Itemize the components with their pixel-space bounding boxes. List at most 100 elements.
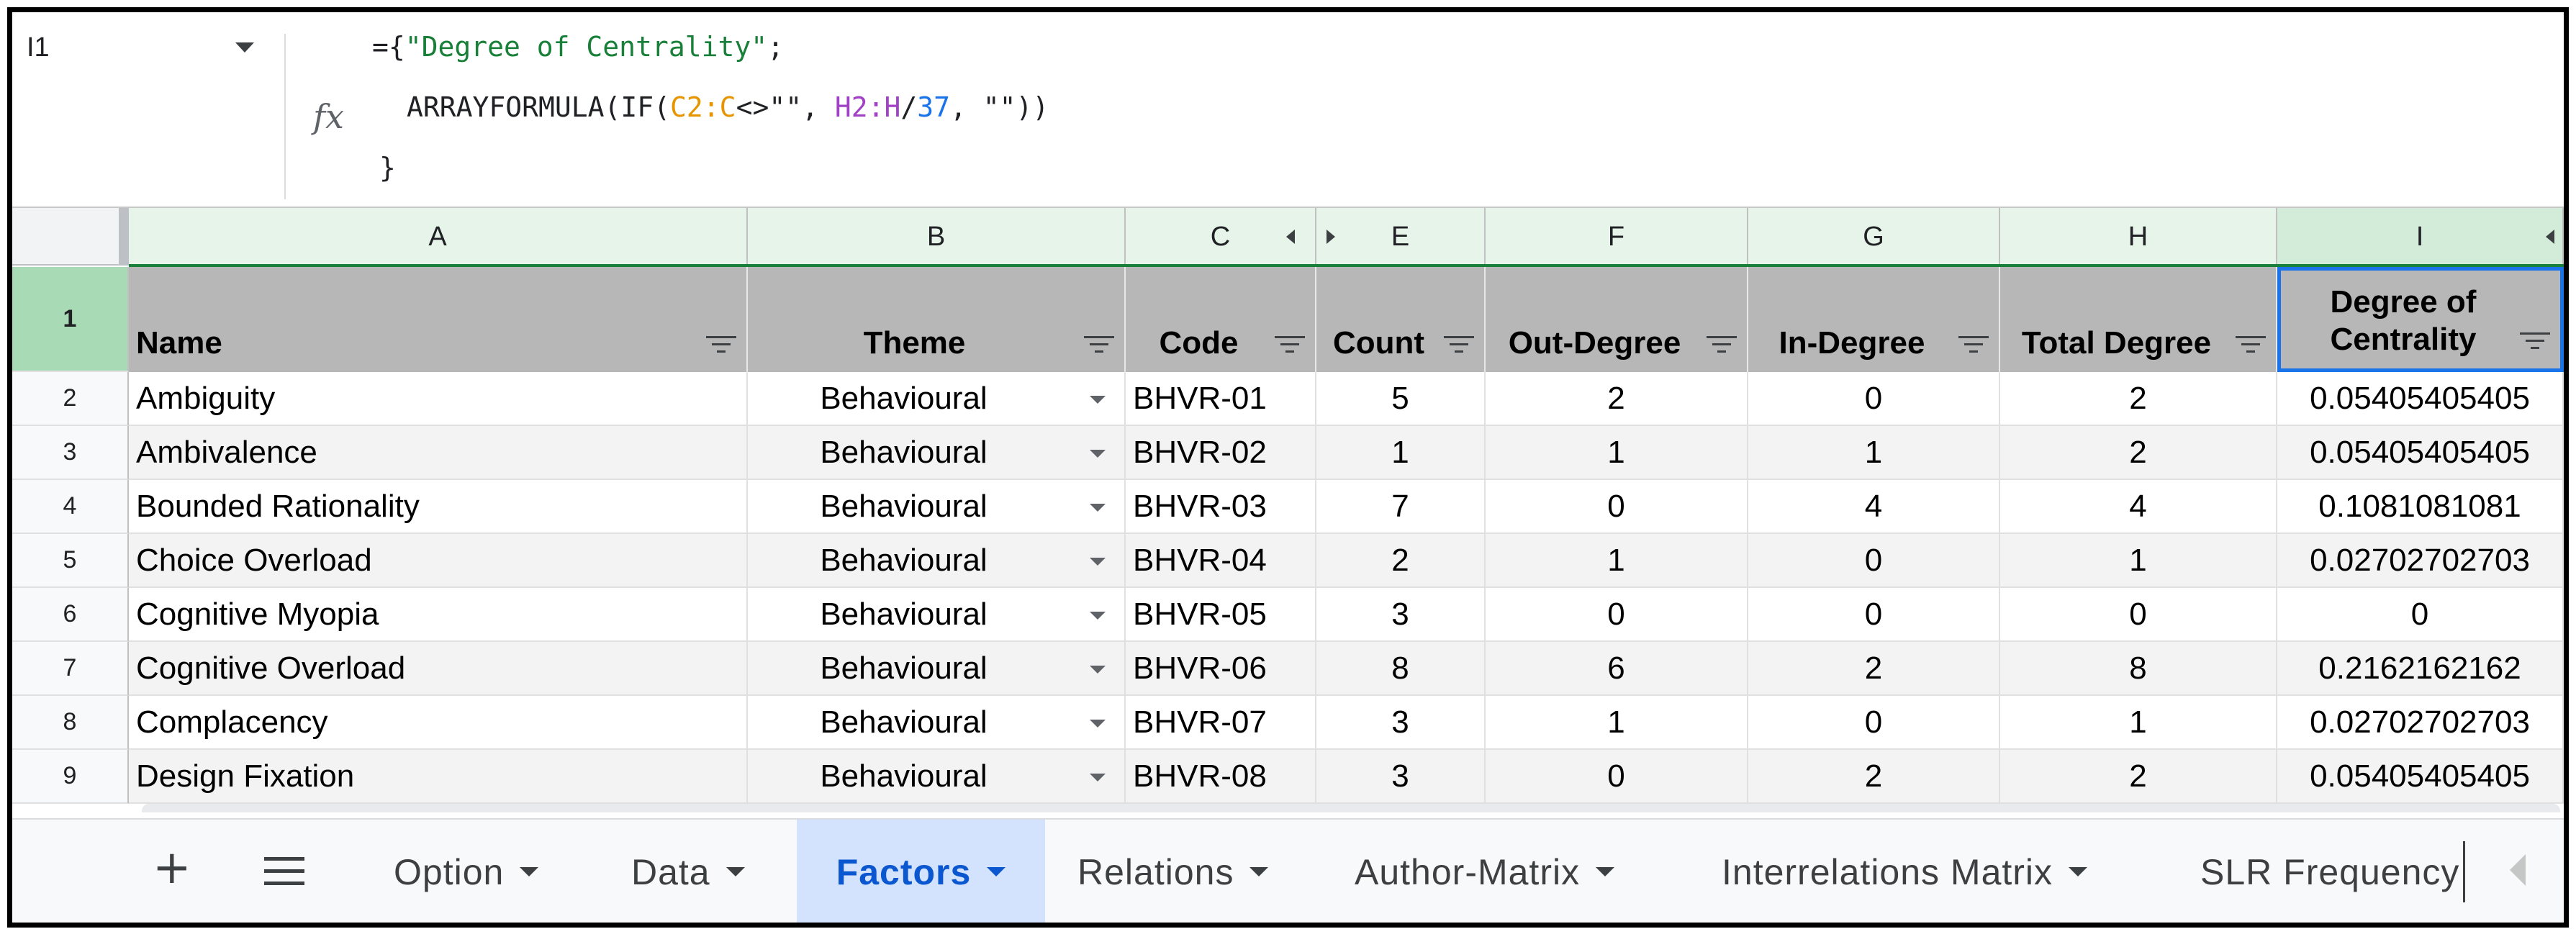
cell-code[interactable]: BHVR-01 xyxy=(1126,372,1316,426)
cell-theme[interactable]: Behavioural xyxy=(748,534,1126,588)
filter-icon[interactable] xyxy=(1444,336,1474,355)
cell-out-degree[interactable]: 0 xyxy=(1486,750,1748,804)
cell-theme[interactable]: Behavioural xyxy=(748,372,1126,426)
cell-out-degree[interactable]: 1 xyxy=(1486,696,1748,750)
cell-name[interactable]: Bounded Rationality xyxy=(129,480,748,534)
cell-in-degree[interactable]: 1 xyxy=(1748,426,2000,480)
cell-degree-of-centrality[interactable]: 0 xyxy=(2277,588,2564,642)
cell-code[interactable]: BHVR-05 xyxy=(1126,588,1316,642)
header-degree-of-centrality[interactable]: Degree of Centrality xyxy=(2277,267,2564,372)
cell-name[interactable]: Cognitive Myopia xyxy=(129,588,748,642)
cell-in-degree[interactable]: 2 xyxy=(1748,750,2000,804)
cell-degree-of-centrality[interactable]: 0.2162162162 xyxy=(2277,642,2564,696)
cell-theme[interactable]: Behavioural xyxy=(748,426,1126,480)
cell-count[interactable]: 7 xyxy=(1316,480,1486,534)
freeze-handle[interactable] xyxy=(119,208,129,266)
cell-theme[interactable]: Behavioural xyxy=(748,588,1126,642)
cell-theme[interactable]: Behavioural xyxy=(748,696,1126,750)
cell-count[interactable]: 8 xyxy=(1316,642,1486,696)
cell-count[interactable]: 3 xyxy=(1316,696,1486,750)
cell-total-degree[interactable]: 1 xyxy=(2000,534,2277,588)
cell-degree-of-centrality[interactable]: 0.05405405405 xyxy=(2277,426,2564,480)
cell-out-degree[interactable]: 1 xyxy=(1486,426,1748,480)
dropdown-chip-arrow-icon[interactable] xyxy=(1090,396,1106,404)
tab-slr-frequency[interactable]: SLR Frequency xyxy=(2200,820,2459,923)
cell-code[interactable]: BHVR-06 xyxy=(1126,642,1316,696)
formula-line-3[interactable]: } xyxy=(379,152,396,183)
filter-icon[interactable] xyxy=(1958,336,1989,355)
chevron-down-icon[interactable] xyxy=(520,867,539,876)
cell-name[interactable]: Design Fixation xyxy=(129,750,748,804)
header-theme[interactable]: Theme xyxy=(748,267,1126,372)
filter-icon[interactable] xyxy=(2520,332,2550,351)
name-box[interactable]: I1 xyxy=(27,32,50,63)
formula-line-2[interactable]: ARRAYFORMULA(IF(C2:C<>"", H2:H/37, "")) xyxy=(407,91,1049,123)
tab-factors[interactable]: Factors xyxy=(797,820,1045,923)
cell-in-degree[interactable]: 0 xyxy=(1748,696,2000,750)
cell-in-degree[interactable]: 4 xyxy=(1748,480,2000,534)
cell-name[interactable]: Complacency xyxy=(129,696,748,750)
filter-icon[interactable] xyxy=(2236,336,2266,355)
dropdown-chip-arrow-icon[interactable] xyxy=(1090,558,1106,566)
cell-total-degree[interactable]: 4 xyxy=(2000,480,2277,534)
hidden-column-right-arrow-icon[interactable] xyxy=(1327,230,1335,244)
chevron-down-icon[interactable] xyxy=(2069,867,2088,876)
cell-theme[interactable]: Behavioural xyxy=(748,750,1126,804)
row-header-1[interactable]: 1 xyxy=(12,267,129,372)
row-header[interactable]: 9 xyxy=(12,750,129,804)
cell-theme[interactable]: Behavioural xyxy=(748,480,1126,534)
header-in-degree[interactable]: In-Degree xyxy=(1748,267,2000,372)
scroll-tabs-left-icon[interactable] xyxy=(2510,854,2526,886)
cell-in-degree[interactable]: 0 xyxy=(1748,534,2000,588)
dropdown-chip-arrow-icon[interactable] xyxy=(1090,504,1106,512)
header-out-degree[interactable]: Out-Degree xyxy=(1486,267,1748,372)
cell-total-degree[interactable]: 2 xyxy=(2000,426,2277,480)
cell-name[interactable]: Ambivalence xyxy=(129,426,748,480)
hidden-column-left-arrow-icon[interactable] xyxy=(1286,230,1295,244)
filter-icon[interactable] xyxy=(706,336,736,355)
cell-out-degree[interactable]: 2 xyxy=(1486,372,1748,426)
column-header-b[interactable]: B xyxy=(748,208,1126,266)
cell-degree-of-centrality[interactable]: 0.05405405405 xyxy=(2277,372,2564,426)
cell-total-degree[interactable]: 2 xyxy=(2000,750,2277,804)
chevron-down-icon[interactable] xyxy=(726,867,745,876)
all-sheets-menu-icon[interactable] xyxy=(264,857,304,886)
dropdown-chip-arrow-icon[interactable] xyxy=(1090,720,1106,728)
cell-out-degree[interactable]: 6 xyxy=(1486,642,1748,696)
header-count[interactable]: Count xyxy=(1316,267,1486,372)
row-header[interactable]: 2 xyxy=(12,372,129,426)
tab-relations[interactable]: Relations xyxy=(1077,820,1269,923)
column-scroll-arrow-icon[interactable] xyxy=(2546,230,2554,244)
cell-in-degree[interactable]: 0 xyxy=(1748,588,2000,642)
row-header[interactable]: 8 xyxy=(12,696,129,750)
filter-icon[interactable] xyxy=(1084,336,1114,355)
cell-theme[interactable]: Behavioural xyxy=(748,642,1126,696)
column-header-a[interactable]: A xyxy=(129,208,748,266)
cell-total-degree[interactable]: 2 xyxy=(2000,372,2277,426)
cell-total-degree[interactable]: 8 xyxy=(2000,642,2277,696)
chevron-down-icon[interactable] xyxy=(1249,867,1269,876)
dropdown-chip-arrow-icon[interactable] xyxy=(1090,450,1106,458)
select-all-corner[interactable] xyxy=(12,208,129,266)
dropdown-chip-arrow-icon[interactable] xyxy=(1090,612,1106,620)
cell-in-degree[interactable]: 0 xyxy=(1748,372,2000,426)
formula-line-1[interactable]: ={"Degree of Centrality"; xyxy=(372,31,784,63)
cell-degree-of-centrality[interactable]: 0.05405405405 xyxy=(2277,750,2564,804)
dropdown-chip-arrow-icon[interactable] xyxy=(1090,774,1106,781)
row-header[interactable]: 7 xyxy=(12,642,129,696)
add-sheet-button[interactable]: + xyxy=(153,841,191,894)
name-box-dropdown-icon[interactable] xyxy=(235,42,254,53)
cell-code[interactable]: BHVR-04 xyxy=(1126,534,1316,588)
column-header-f[interactable]: F xyxy=(1486,208,1748,266)
cell-out-degree[interactable]: 0 xyxy=(1486,588,1748,642)
cell-code[interactable]: BHVR-02 xyxy=(1126,426,1316,480)
cell-total-degree[interactable]: 0 xyxy=(2000,588,2277,642)
horizontal-scrollbar[interactable] xyxy=(142,804,2560,812)
cell-count[interactable]: 1 xyxy=(1316,426,1486,480)
row-header[interactable]: 4 xyxy=(12,480,129,534)
cell-degree-of-centrality[interactable]: 0.1081081081 xyxy=(2277,480,2564,534)
cell-degree-of-centrality[interactable]: 0.02702702703 xyxy=(2277,696,2564,750)
cell-code[interactable]: BHVR-08 xyxy=(1126,750,1316,804)
cell-in-degree[interactable]: 2 xyxy=(1748,642,2000,696)
tab-interrelations-matrix[interactable]: Interrelations Matrix xyxy=(1722,820,2088,923)
